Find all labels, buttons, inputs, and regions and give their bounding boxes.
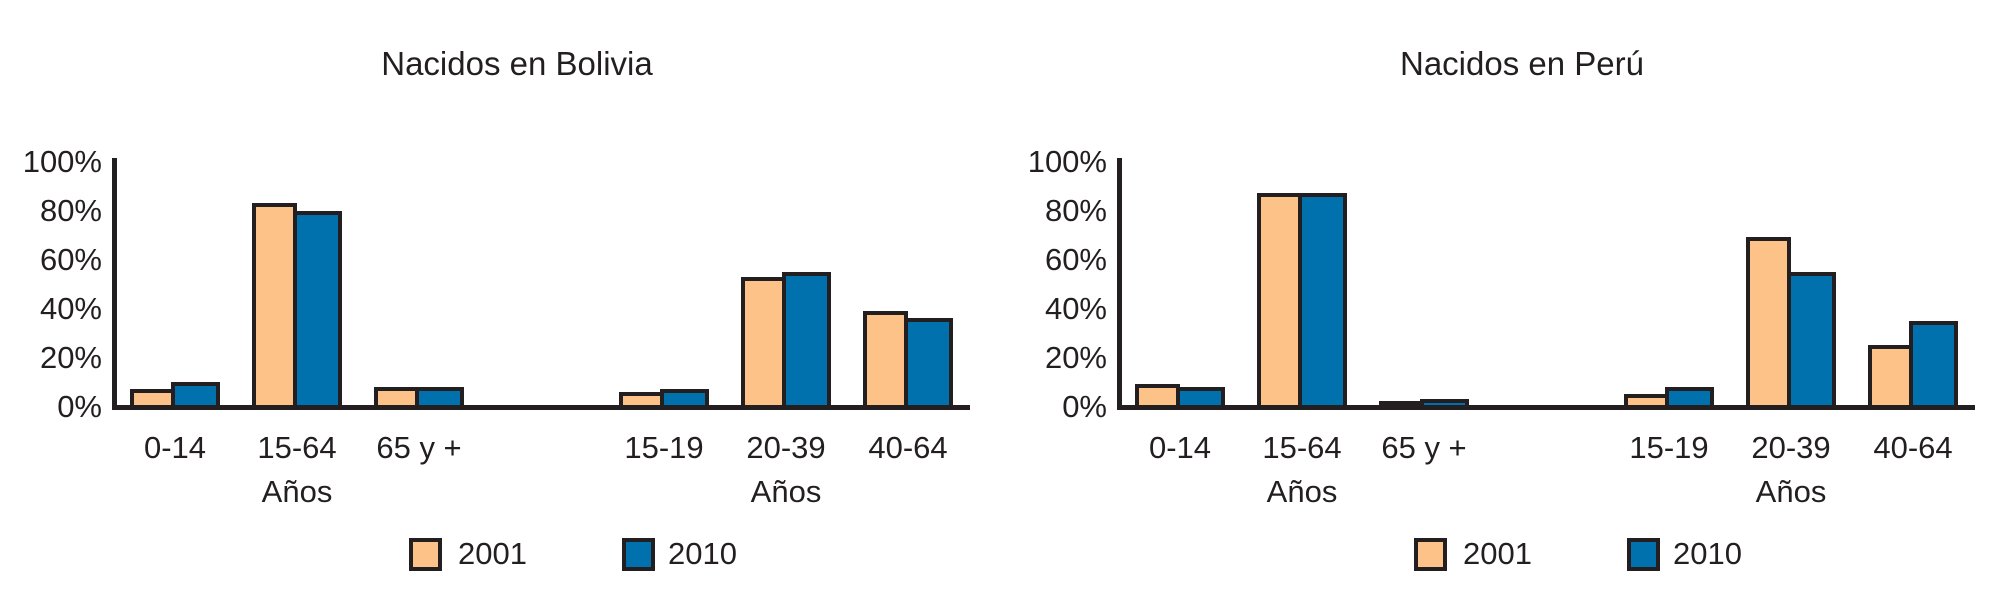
x-axis-group-label: Años xyxy=(1755,474,1827,509)
x-axis-category-label: 40-64 xyxy=(1873,430,1953,465)
legend-label-2010: 2010 xyxy=(1673,536,1742,571)
bar-2001-65 y + xyxy=(374,387,419,409)
legend-swatch-2010 xyxy=(1627,538,1660,571)
bar-2010-15-19 xyxy=(660,389,709,409)
chart-title: Nacidos en Perú xyxy=(1400,45,1644,82)
x-axis-group-label: Años xyxy=(1266,474,1338,509)
y-axis-tick-label: 60% xyxy=(1044,242,1107,277)
y-axis-tick-label: 100% xyxy=(22,144,102,179)
y-axis-tick-label: 0% xyxy=(1062,389,1107,424)
chart-title: Nacidos en Bolivia xyxy=(381,45,653,82)
y-axis-tick-label: 0% xyxy=(57,389,102,424)
bar-2001-15-64 xyxy=(252,203,297,409)
bar-2001-65 y + xyxy=(1379,401,1424,409)
y-axis-tick-label: 40% xyxy=(1044,291,1107,326)
x-axis-line xyxy=(112,405,970,410)
y-axis-tick-label: 100% xyxy=(1027,144,1107,179)
bar-2001-20-39 xyxy=(741,277,786,409)
y-axis-line xyxy=(1117,158,1122,410)
legend-label-2010: 2010 xyxy=(668,536,737,571)
bar-2010-0-14 xyxy=(1176,387,1225,409)
bar-2001-15-19 xyxy=(1624,394,1669,409)
y-axis-tick-label: 40% xyxy=(39,291,102,326)
bar-2010-20-39 xyxy=(782,272,831,409)
legend-swatch-2001 xyxy=(409,538,442,571)
bar-2001-15-19 xyxy=(619,392,664,409)
plot-area: 0% 20% 40% 60% 80% 100% 0-14 15-64 65 y + 15-19 20… xyxy=(22,144,970,509)
x-axis-category-label: 0-14 xyxy=(143,430,207,465)
bar-2001-20-39 xyxy=(1746,237,1791,409)
x-axis-category-label: 65 y + xyxy=(376,430,462,465)
bar-2001-0-14 xyxy=(1135,384,1180,409)
x-axis-category-label: 40-64 xyxy=(868,430,948,465)
bar-2010-15-64 xyxy=(1298,193,1347,409)
bar-2010-20-39 xyxy=(1787,272,1836,409)
bar-2001-40-64 xyxy=(863,311,908,409)
x-axis-group-label: Años xyxy=(261,474,333,509)
bar-2010-15-64 xyxy=(293,211,342,409)
bar-2010-40-64 xyxy=(1909,321,1958,409)
x-axis-line xyxy=(1117,405,1975,410)
bar-2010-0-14 xyxy=(171,382,220,409)
y-axis-tick-label: 80% xyxy=(1044,193,1107,228)
bar-2001-0-14 xyxy=(130,389,175,409)
bar-2010-15-19 xyxy=(1665,387,1714,409)
bar-2001-40-64 xyxy=(1868,345,1913,409)
x-axis-group-label: Años xyxy=(750,474,822,509)
bar-2001-15-64 xyxy=(1257,193,1302,409)
x-axis-category-label: 65 y + xyxy=(1381,430,1467,465)
chart-panel-bolivia: Nacidos en Bolivia 0% 20% 40% 60% 80% 100% 0-1… xyxy=(22,45,970,571)
legend-label-2001: 2001 xyxy=(458,536,527,571)
x-axis-category-label: 15-64 xyxy=(1262,430,1342,465)
x-axis-category-label: 20-39 xyxy=(1751,430,1831,465)
y-axis-tick-label: 60% xyxy=(39,242,102,277)
y-axis-tick-label: 80% xyxy=(39,193,102,228)
y-axis-tick-label: 20% xyxy=(39,340,102,375)
bar-2010-40-64 xyxy=(904,318,953,409)
legend-swatch-2010 xyxy=(622,538,655,571)
x-axis-category-label: 15-64 xyxy=(257,430,337,465)
bar-2010-65 y + xyxy=(415,387,464,409)
y-axis-line xyxy=(112,158,117,410)
bar-2010-65 y + xyxy=(1420,399,1469,409)
legend-label-2001: 2001 xyxy=(1463,536,1532,571)
x-axis-category-label: 15-19 xyxy=(1629,430,1709,465)
y-axis-tick-label: 20% xyxy=(1044,340,1107,375)
x-axis-category-label: 15-19 xyxy=(624,430,704,465)
x-axis-category-label: 20-39 xyxy=(746,430,826,465)
x-axis-category-label: 0-14 xyxy=(1148,430,1212,465)
chart-panel-peru: Nacidos en Perú 0% 20% 40% 60% 80% 100% 0-14 15… xyxy=(1005,0,2011,608)
plot-area: 0% 20% 40% 60% 80% 100% 0-14 15-64 65 y + 15-19 20… xyxy=(1005,0,2011,608)
legend-swatch-2001 xyxy=(1414,538,1447,571)
